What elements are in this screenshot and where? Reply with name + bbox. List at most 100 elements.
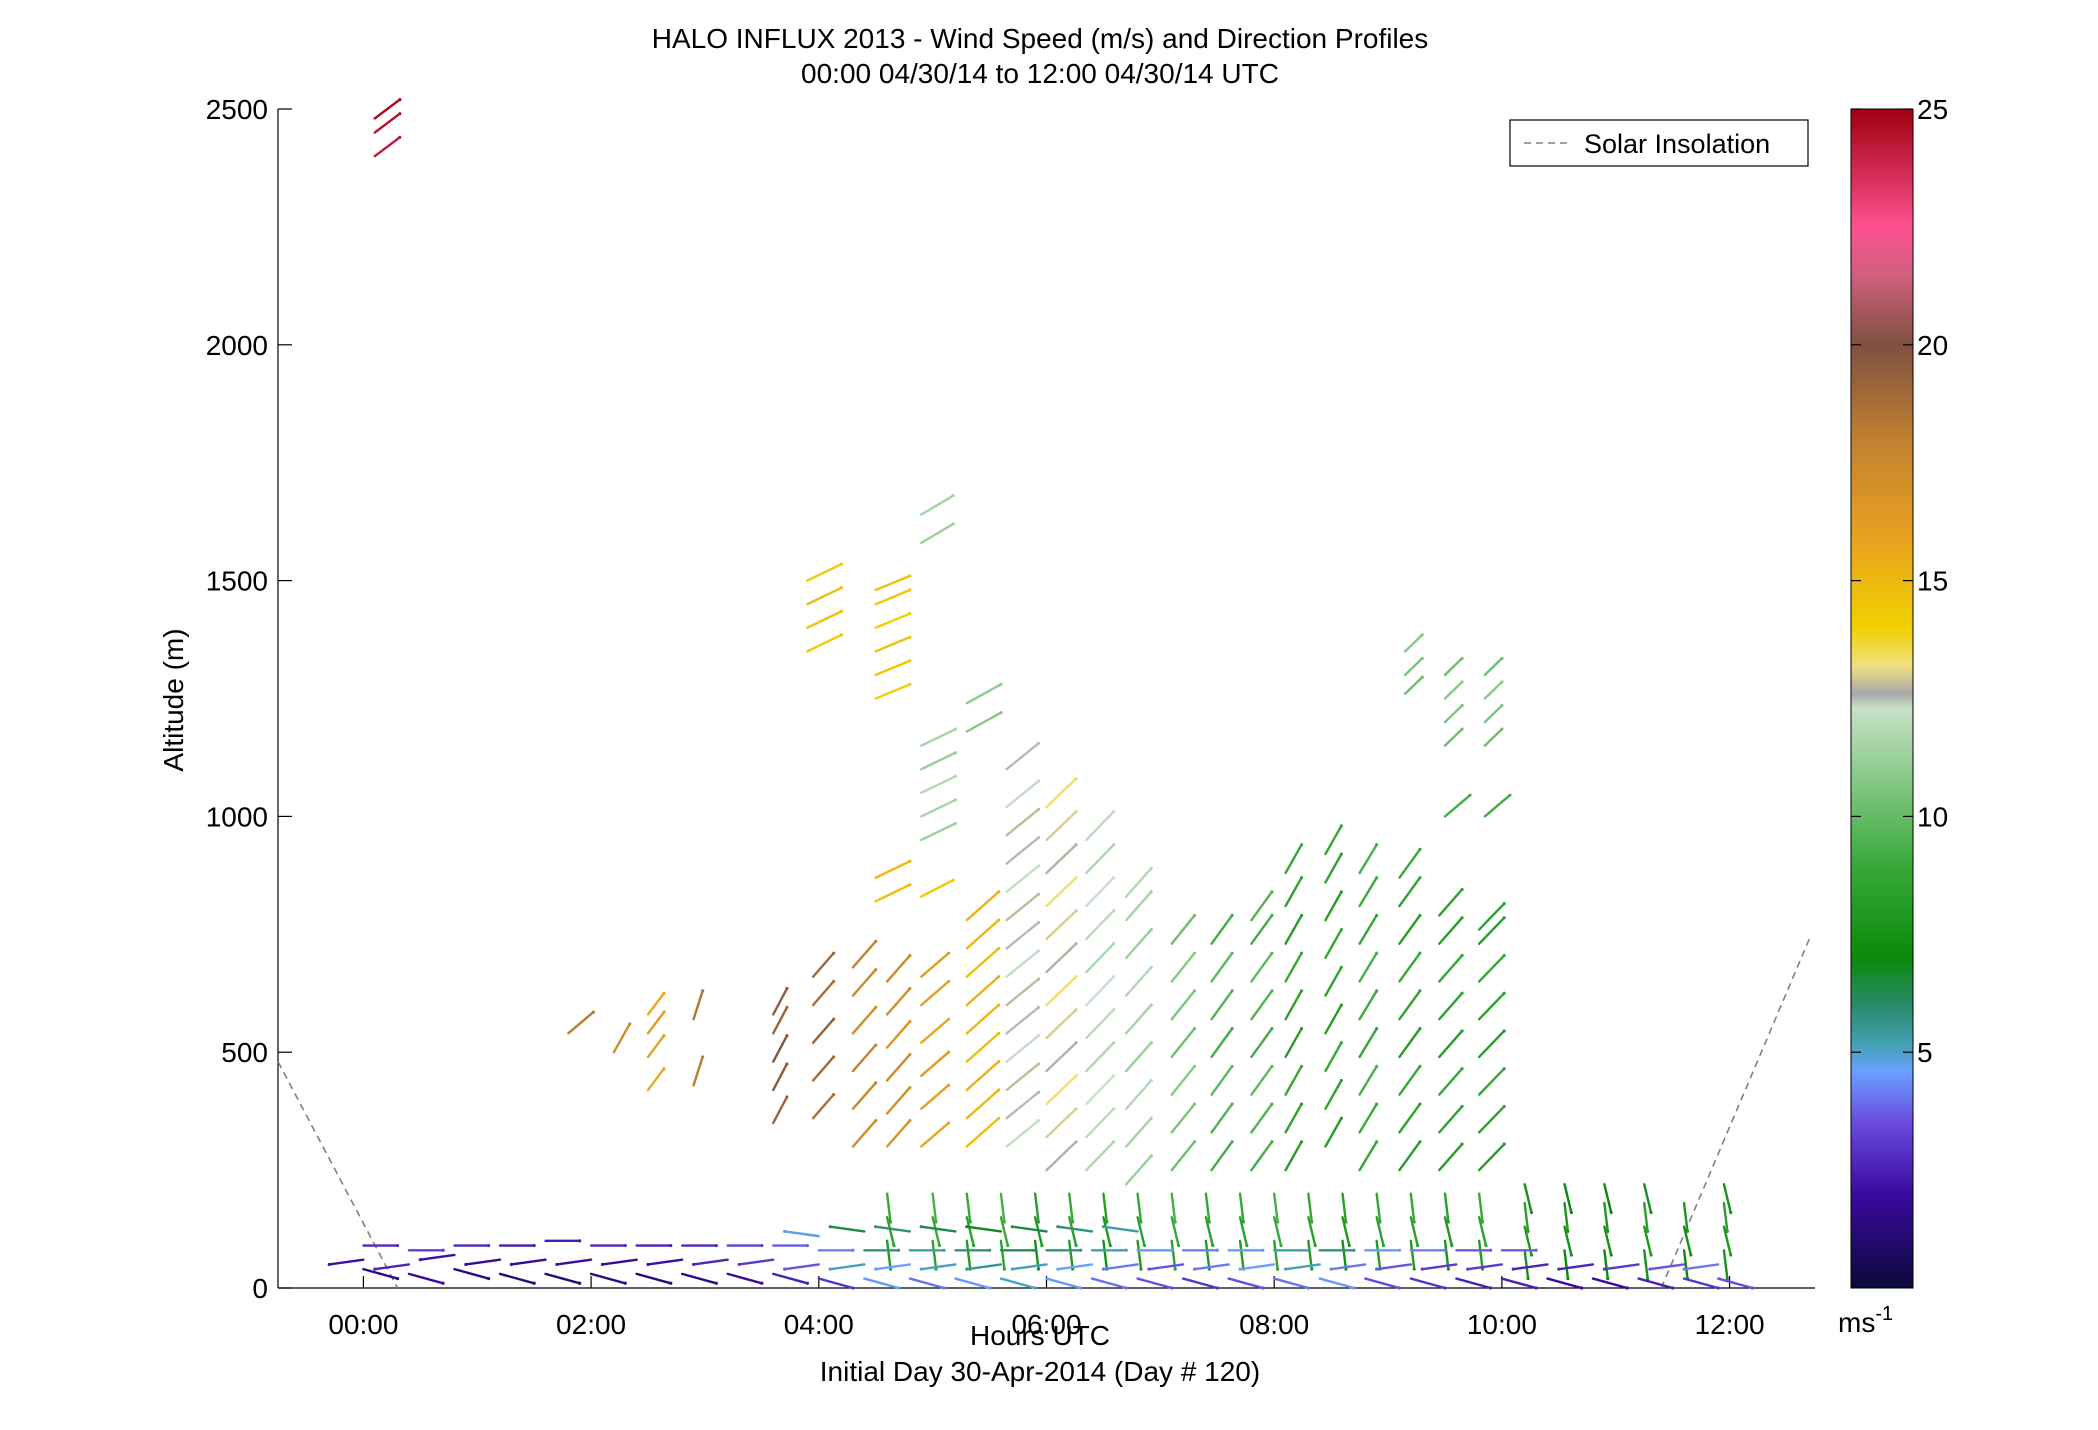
wind-vector: [874, 588, 912, 606]
wind-vector: [1438, 954, 1464, 983]
wind-vector: [1409, 1216, 1419, 1247]
wind-vector-head: [1149, 1078, 1153, 1083]
wind-vector-head: [1036, 1220, 1041, 1224]
wind-vector: [1005, 864, 1040, 894]
wind-vector: [373, 1263, 411, 1271]
wind-vector: [783, 1263, 820, 1271]
wind-vector: [1318, 1277, 1356, 1290]
wind-vector-head: [1299, 989, 1304, 993]
wind-vector-head: [395, 1243, 400, 1248]
wind-vector: [1147, 1263, 1185, 1271]
wind-vector: [1102, 1216, 1112, 1247]
wind-vector-head: [1375, 1102, 1379, 1106]
wind-vector: [1643, 1225, 1653, 1257]
wind-vector-head: [934, 1220, 938, 1224]
wind-vector: [1204, 1192, 1211, 1224]
wind-vector: [965, 1117, 1000, 1148]
wind-vector: [1085, 1074, 1115, 1106]
wind-vector-head: [1299, 951, 1304, 955]
wind-vector-head: [1725, 1276, 1729, 1281]
wind-vector-head: [953, 774, 958, 778]
wind-vector-head: [953, 798, 958, 802]
wind-vector-head: [669, 1243, 673, 1248]
wind-vector-head: [591, 1010, 595, 1014]
wind-vector: [1398, 914, 1422, 945]
wind-vector-head: [997, 890, 1001, 894]
wind-vector-head: [1036, 1034, 1041, 1038]
wind-vector: [1124, 928, 1153, 960]
wind-vector-head: [1192, 1267, 1197, 1271]
wind-vector-head: [1606, 1276, 1610, 1281]
wind-vector: [407, 1272, 445, 1285]
wind-vector: [1477, 992, 1506, 1021]
wind-vector: [920, 878, 955, 898]
wind-vector-head: [1241, 1220, 1246, 1224]
wind-vector: [1170, 1065, 1196, 1096]
wind-vector-head: [701, 989, 705, 993]
wind-vector-head: [997, 1003, 1001, 1007]
wind-vector-head: [623, 1281, 627, 1285]
colorbar-tick-label: 20: [1917, 330, 1948, 361]
wind-vector-head: [874, 939, 878, 943]
legend-solar-label: Solar Insolation: [1584, 129, 1770, 159]
wind-vector: [1603, 1183, 1613, 1214]
wind-vector-head: [874, 1118, 878, 1123]
wind-vector-head: [946, 1121, 951, 1125]
wind-vector-head: [1002, 1220, 1006, 1224]
wind-vector: [1477, 1239, 1484, 1271]
wind-vector: [1085, 1008, 1115, 1040]
wind-vector-head: [1279, 1243, 1283, 1248]
legend: Solar Insolation: [1509, 119, 1809, 167]
wind-vector: [1273, 1216, 1283, 1247]
wind-vector: [1170, 1192, 1177, 1224]
wind-vector: [874, 1225, 912, 1233]
wind-vector: [373, 98, 402, 120]
wind-vector-head: [874, 1005, 878, 1009]
wind-vector: [1603, 1249, 1609, 1280]
wind-vector-head: [646, 1262, 650, 1267]
wind-vector-head: [1344, 1220, 1348, 1224]
wind-vector: [965, 711, 1003, 733]
x-tick-label: 02:00: [556, 1309, 626, 1340]
wind-vector-head: [1566, 1276, 1570, 1281]
wind-vector: [1358, 1140, 1378, 1172]
wind-vector: [1284, 1065, 1303, 1096]
wind-vector-head: [908, 659, 912, 663]
wind-vector: [1250, 1140, 1274, 1172]
wind-vector-head: [1606, 1229, 1610, 1234]
wind-vector: [806, 633, 843, 653]
wind-vector-head: [999, 682, 1003, 686]
wind-vector-head: [1245, 1243, 1249, 1248]
wind-vector-head: [1276, 1220, 1280, 1224]
wind-vector: [1648, 1263, 1686, 1271]
wind-vector-head: [1375, 1267, 1379, 1271]
wind-vector-head: [1420, 675, 1424, 679]
wind-vector-head: [1625, 1286, 1629, 1290]
wind-vector: [885, 1239, 892, 1271]
wind-vector: [920, 1225, 957, 1233]
wind-vector-head: [669, 1281, 673, 1285]
wind-vector-head: [951, 494, 955, 498]
wind-vector: [1170, 914, 1196, 945]
wind-vector-head: [951, 522, 955, 526]
wind-vector-head: [785, 1095, 789, 1099]
wind-vector: [612, 1022, 632, 1054]
wind-vector: [1477, 902, 1506, 931]
wind-vector-head: [965, 1225, 969, 1229]
wind-vector: [920, 522, 955, 545]
wind-vector: [1682, 1263, 1720, 1271]
wind-vector-head: [1500, 727, 1504, 731]
wind-vector-head: [1418, 876, 1422, 880]
wind-vector: [1477, 1029, 1506, 1059]
wind-vector-head: [1375, 843, 1379, 847]
wind-vector-head: [1339, 965, 1343, 969]
wind-vector-head: [1036, 1005, 1041, 1009]
wind-vector: [1455, 1277, 1492, 1290]
wind-vector-head: [1192, 1027, 1197, 1031]
wind-vector: [646, 1010, 666, 1035]
wind-vector: [1438, 1142, 1464, 1172]
wind-vector-head: [997, 1060, 1001, 1064]
wind-vector-head: [831, 1017, 836, 1021]
x-tick-label: 08:00: [1239, 1309, 1309, 1340]
